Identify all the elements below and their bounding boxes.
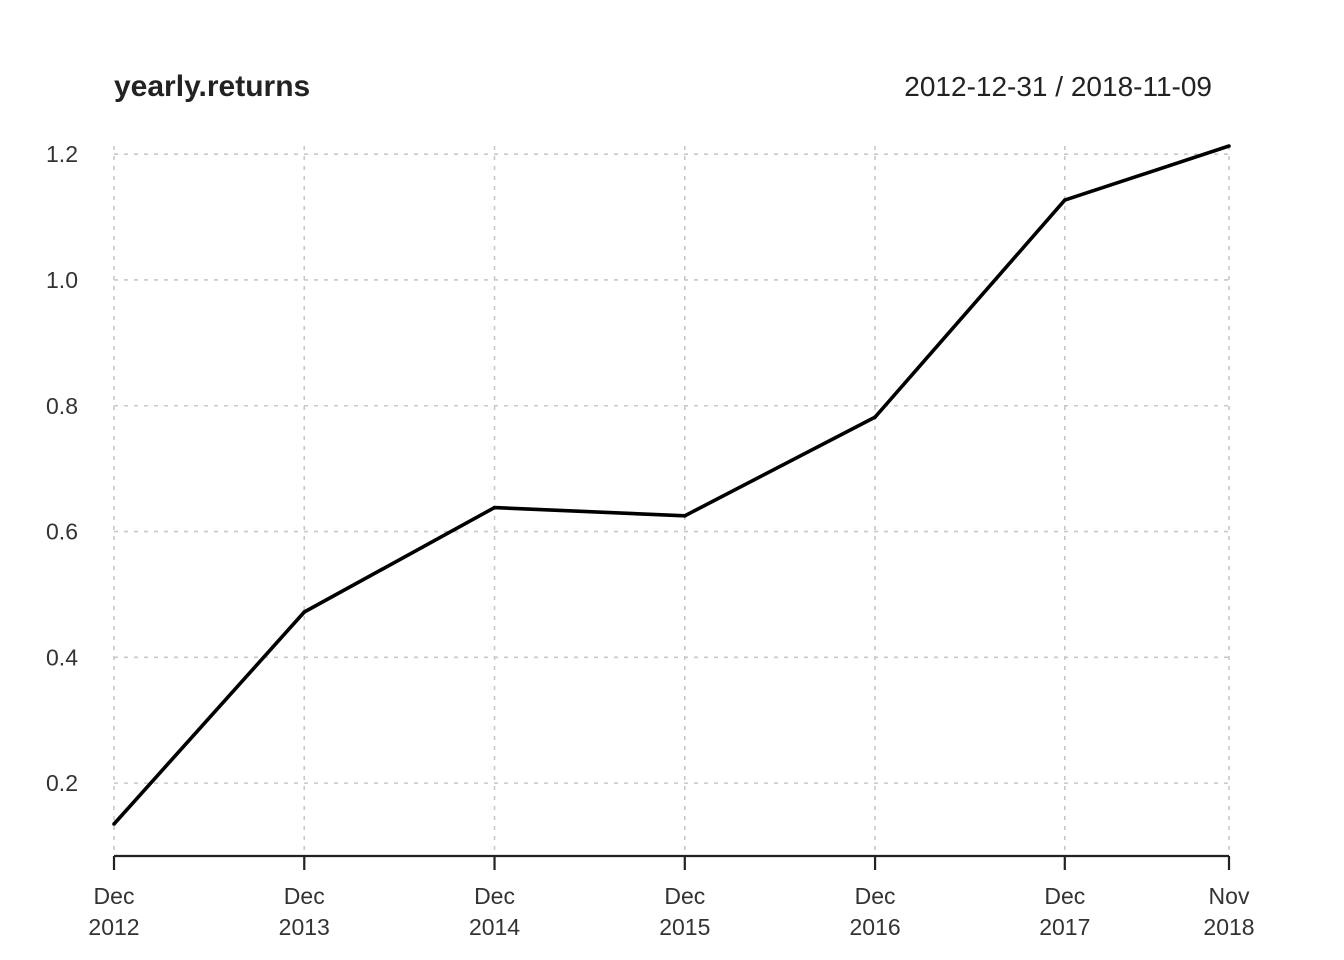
x-tick-label-month: Dec (284, 883, 325, 909)
data-point (112, 822, 116, 826)
y-tick-label: 0.4 (46, 644, 78, 670)
x-tick-label-year: 2015 (659, 914, 710, 940)
x-tick-label-year: 2012 (88, 914, 139, 940)
y-tick-label: 1.0 (46, 267, 78, 293)
x-tick-label-year: 2014 (469, 914, 520, 940)
grid (113, 146, 1230, 856)
y-axis: 0.2 0.4 0.6 0.8 1.0 1.2 (46, 141, 78, 796)
x-axis: Dec 2012 Dec 2013 Dec 2014 Dec 2015 Dec 2016 Dec 20… (88, 854, 1255, 940)
series-layer (112, 144, 1231, 826)
x-tick-label-year: 2018 (1203, 914, 1254, 940)
x-tick-label-month: Dec (855, 883, 896, 909)
data-point (682, 514, 687, 518)
y-tick-label: 0.2 (46, 770, 78, 796)
chart-title: yearly.returns (114, 70, 310, 103)
x-tick-label-month: Dec (94, 883, 135, 909)
x-tick-label-year: 2017 (1039, 914, 1090, 940)
series-line (112, 144, 1230, 826)
x-tick-label-month: Nov (1209, 883, 1250, 909)
x-tick-label-month: Dec (1044, 883, 1085, 909)
data-point (1062, 198, 1067, 202)
y-tick-label: 0.8 (46, 393, 78, 419)
data-point (492, 505, 497, 510)
x-tick-label-month: Dec (474, 883, 515, 909)
date-range-label: 2012-12-31 / 2018-11-09 (904, 71, 1212, 102)
y-tick-label: 0.6 (46, 519, 78, 545)
data-point (302, 610, 307, 614)
x-tick-label-year: 2013 (279, 914, 330, 940)
data-point (1227, 144, 1231, 148)
y-tick-label: 1.2 (46, 141, 78, 167)
x-tick-label-year: 2016 (849, 914, 900, 940)
x-tick-label-month: Dec (664, 883, 705, 909)
data-point (873, 415, 877, 419)
